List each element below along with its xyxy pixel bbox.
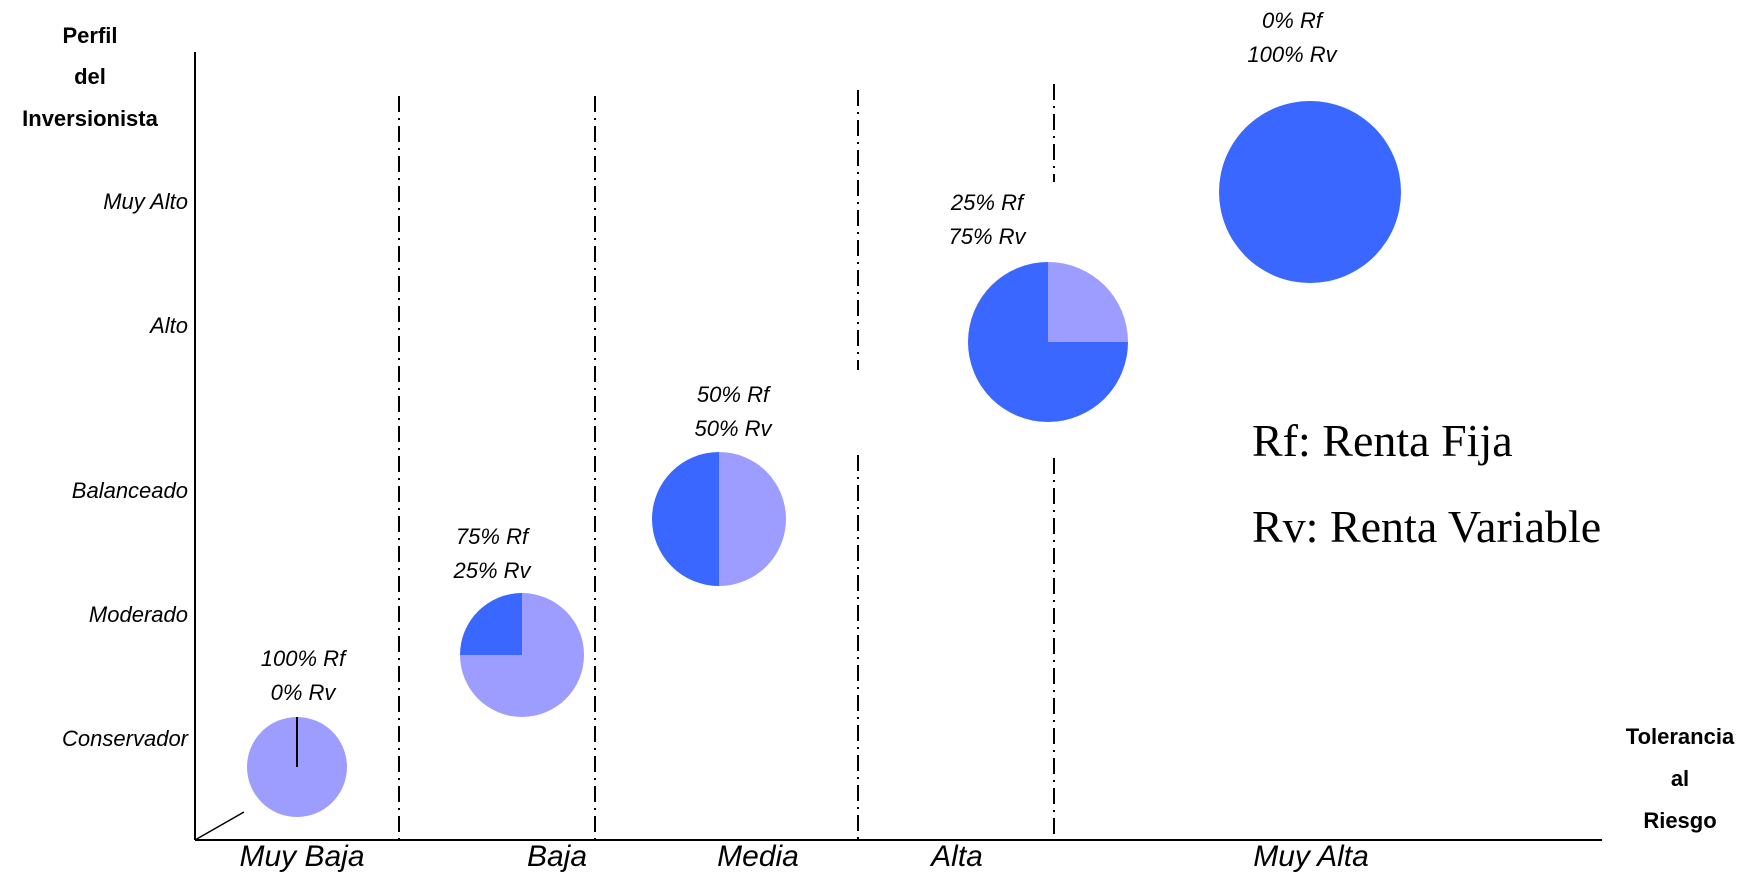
pie-5-rf-label: 0% Rf: [1262, 8, 1325, 33]
pie-3-rv-slice: [652, 452, 719, 586]
pie-2-rv-slice: [460, 593, 522, 655]
x-tick-label-muy-baja: Muy Baja: [239, 840, 364, 872]
x-tick-label-muy-alta: Muy Alta: [1253, 840, 1369, 872]
pie-5-rv-label: 100% Rv: [1247, 42, 1338, 67]
x-axis-title-line1: Tolerancia: [1626, 724, 1735, 749]
x-tick-label-media: Media: [717, 840, 799, 872]
pie-3-rf-slice: [719, 452, 786, 586]
x-axis-title-line2: al: [1671, 766, 1689, 791]
pie-5-rv-slice: [1219, 101, 1401, 283]
legend-rv: Rv: Renta Variable: [1252, 501, 1601, 552]
pie-1-rf-label: 100% Rf: [261, 646, 348, 671]
pie-4-rf-label: 25% Rf: [950, 190, 1026, 215]
y-tick-label-conservador: Conservador: [62, 726, 190, 751]
y-tick-label-balanceado: Balanceado: [72, 478, 188, 503]
pies-group: [247, 101, 1401, 817]
pie-2-rf-label: 75% Rf: [456, 524, 531, 549]
y-axis-title-line1: Perfil: [62, 23, 117, 48]
origin-tick: [194, 811, 245, 841]
y-axis-title-line2: del: [74, 64, 106, 89]
pie-4-rf-slice: [1048, 262, 1128, 342]
y-axis-title-line3: Inversionista: [22, 106, 158, 131]
pie-4-rv-label: 75% Rv: [948, 224, 1027, 249]
pie-1-rv-label: 0% Rv: [271, 680, 338, 705]
y-tick-label-alto: Alto: [148, 313, 188, 338]
pie-3-rv-label: 50% Rv: [694, 416, 773, 441]
x-tick-label-alta: Alta: [929, 840, 983, 872]
y-tick-label-muy-alto: Muy Alto: [103, 189, 188, 214]
x-tick-label-baja: Baja: [527, 840, 587, 872]
pie-3-rf-label: 50% Rf: [697, 382, 772, 407]
legend-rf: Rf: Renta Fija: [1252, 415, 1513, 466]
pie-2-rv-label: 25% Rv: [452, 558, 532, 583]
y-tick-label-moderado: Moderado: [89, 602, 188, 627]
x-axis-title-line3: Riesgo: [1643, 808, 1716, 833]
pie-4-rv-slice: [968, 262, 1128, 422]
